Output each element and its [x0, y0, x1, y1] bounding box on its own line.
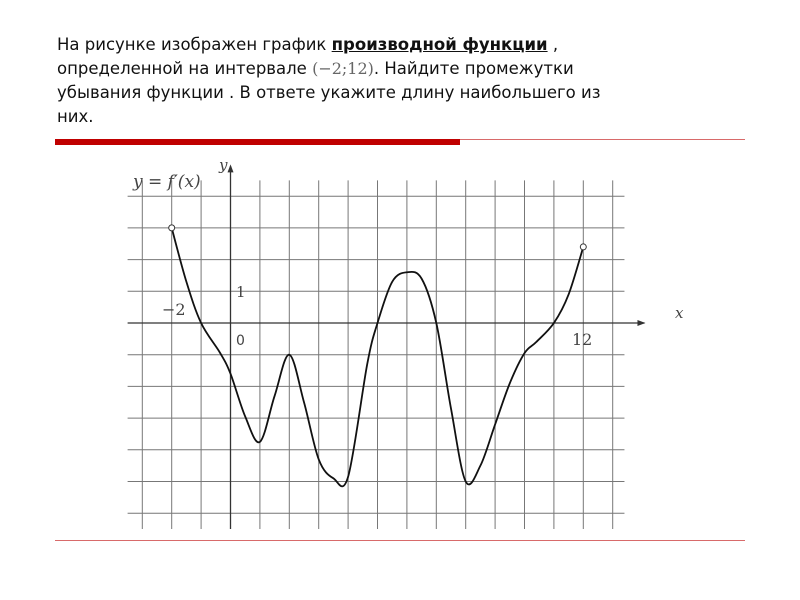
y-axis-label: y [218, 156, 228, 174]
task-text: На рисунке изображен график производной … [57, 33, 601, 129]
chart-title: y = f′(x) [132, 172, 201, 192]
task-text-part: . Найдите промежутки [373, 59, 574, 78]
x-axis-label: x [675, 304, 684, 322]
y-axis-arrow [227, 164, 234, 173]
task-line-4: них. [57, 107, 94, 126]
task-text-part: , [547, 35, 559, 54]
x-tick-label-max: 12 [572, 330, 592, 349]
x-tick-label-min: −2 [162, 300, 186, 319]
origin-label: 0 [236, 333, 245, 349]
title-rule-thin [460, 139, 745, 140]
curve-points [168, 224, 587, 482]
open-endpoint [579, 243, 587, 251]
task-emphasis: производной функции [331, 35, 548, 54]
axes [127, 164, 646, 530]
task-text-part: На рисунке изображен график [57, 35, 332, 54]
bottom-rule [55, 540, 745, 541]
open-endpoint [168, 224, 176, 232]
interval-formula: (−2;12) [312, 59, 374, 78]
task-line-2: определенной на интервале (−2;12). Найди… [57, 57, 601, 81]
x-axis-arrow [637, 320, 646, 326]
grid [127, 180, 625, 530]
task-line-1: На рисунке изображен график производной … [57, 33, 601, 57]
y-tick-label-unit: 1 [236, 283, 246, 301]
task-text-part: определенной на интервале [57, 59, 313, 78]
task-line-3: убывания функции . В ответе укажите длин… [57, 83, 601, 102]
title-rule-thick [55, 139, 460, 145]
